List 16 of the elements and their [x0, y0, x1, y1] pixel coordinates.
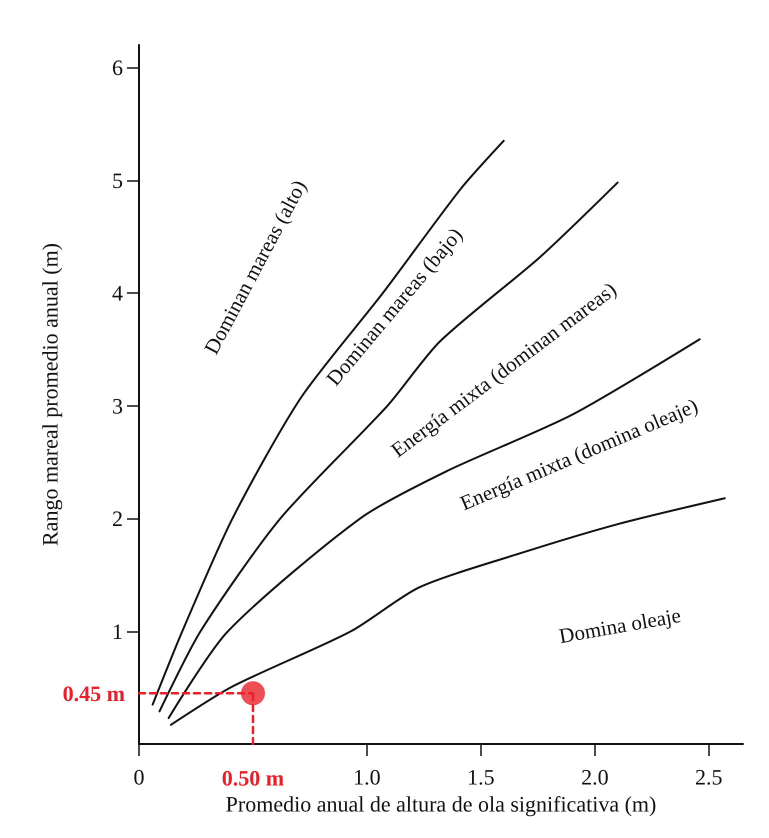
y-tick-label: 5: [112, 168, 123, 193]
y-tick-label: 2: [112, 506, 123, 532]
annotation: 0.45 m: [62, 680, 125, 706]
annotation: 0.50 m: [222, 766, 284, 790]
annotation: Domina oleaje: [557, 603, 683, 648]
y-tick-label: 4: [112, 280, 123, 306]
x-axis-title: Promedio anual de altura de ola significativa (m): [226, 791, 656, 816]
y-axis-title: Rango mareal promedio anual (m): [38, 242, 62, 546]
x-tick-label: 2.5: [695, 764, 723, 790]
y-tick-label: 6: [112, 55, 123, 80]
x-tick-label: 1.0: [353, 764, 381, 790]
y-tick-label: 1: [112, 618, 123, 644]
y-tick-label: 3: [112, 393, 123, 418]
x-tick-label: 2.0: [581, 764, 609, 790]
x-tick-label: 0: [134, 764, 144, 790]
x-tick-label: 1.5: [467, 764, 495, 790]
